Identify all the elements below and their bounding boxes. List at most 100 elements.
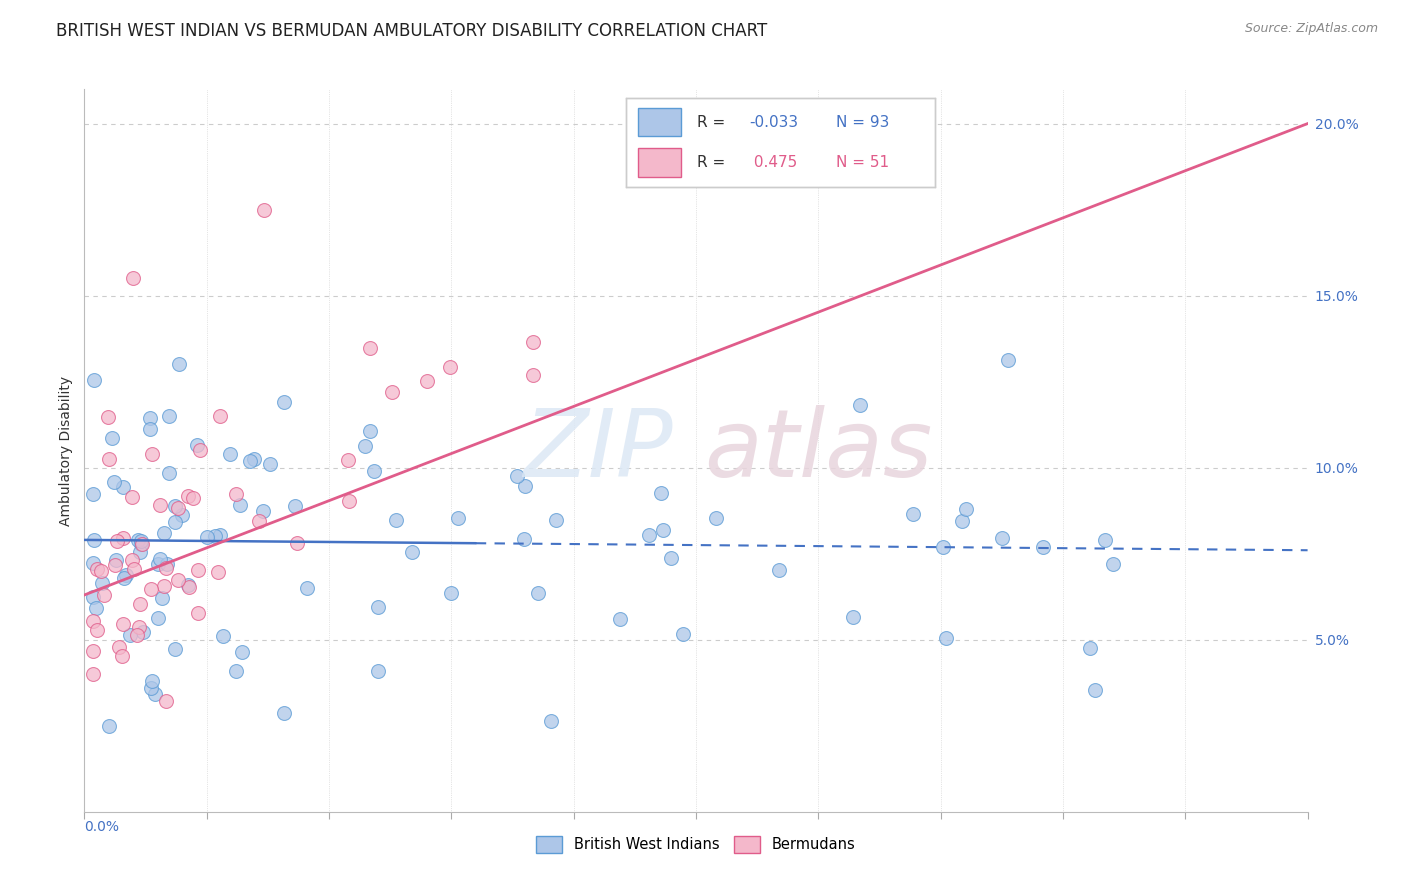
Text: -0.033: -0.033	[749, 115, 799, 129]
Point	[165, 515, 187, 529]
Point	[121, 553, 143, 567]
Point	[650, 485, 672, 500]
Point	[253, 202, 276, 217]
Point	[997, 352, 1019, 367]
Point	[82, 614, 104, 628]
Point	[187, 607, 209, 621]
Point	[522, 334, 544, 349]
Point	[141, 447, 163, 461]
Point	[522, 368, 544, 382]
Point	[115, 568, 138, 582]
Point	[243, 451, 266, 466]
Text: atlas: atlas	[704, 405, 932, 496]
Point	[359, 341, 381, 355]
Point	[337, 494, 360, 508]
Point	[112, 616, 135, 631]
Point	[273, 394, 295, 409]
Point	[167, 573, 190, 587]
Point	[208, 409, 231, 423]
Text: BRITISH WEST INDIAN VS BERMUDAN AMBULATORY DISABILITY CORRELATION CHART: BRITISH WEST INDIAN VS BERMUDAN AMBULATO…	[56, 22, 768, 40]
Point	[111, 648, 134, 663]
Text: N = 51: N = 51	[837, 155, 889, 169]
Point	[82, 487, 104, 501]
Point	[285, 536, 308, 550]
Point	[207, 565, 229, 579]
Point	[1094, 533, 1116, 547]
Point	[252, 504, 274, 518]
Point	[103, 475, 125, 489]
Point	[141, 681, 163, 696]
Point	[768, 563, 790, 577]
Point	[86, 562, 108, 576]
Point	[177, 578, 200, 592]
Point	[359, 425, 381, 439]
Point	[139, 422, 162, 436]
Point	[170, 508, 193, 522]
Point	[190, 443, 212, 458]
Point	[385, 513, 408, 527]
Point	[163, 642, 186, 657]
Point	[131, 537, 153, 551]
Point	[90, 576, 112, 591]
Point	[440, 586, 463, 600]
Point	[225, 487, 247, 501]
Point	[121, 490, 143, 504]
Point	[83, 373, 105, 387]
Point	[122, 561, 145, 575]
Point	[129, 544, 152, 558]
Point	[842, 609, 865, 624]
Point	[84, 601, 107, 615]
Point	[367, 599, 389, 614]
Point	[132, 624, 155, 639]
Point	[527, 586, 550, 600]
Point	[354, 439, 377, 453]
Point	[231, 645, 253, 659]
Point	[82, 590, 104, 604]
Point	[540, 714, 562, 728]
Point	[239, 453, 262, 467]
Point	[153, 579, 176, 593]
Point	[98, 451, 121, 466]
Bar	[638, 148, 682, 177]
Point	[104, 558, 127, 573]
Point	[704, 511, 727, 525]
Point	[138, 411, 160, 425]
Point	[128, 597, 150, 611]
Legend: British West Indians, Bermudans: British West Indians, Bermudans	[530, 830, 862, 859]
Point	[139, 582, 162, 597]
Point	[544, 512, 567, 526]
Point	[247, 514, 270, 528]
Point	[155, 560, 177, 574]
Text: R =: R =	[697, 115, 730, 129]
Point	[166, 500, 188, 515]
Point	[609, 612, 631, 626]
Point	[955, 502, 977, 516]
Bar	[638, 108, 682, 136]
Point	[672, 627, 695, 641]
Point	[336, 453, 359, 467]
Point	[225, 664, 247, 678]
Point	[186, 438, 208, 452]
Point	[212, 629, 235, 643]
Point	[93, 588, 115, 602]
Point	[167, 358, 190, 372]
Point	[148, 551, 170, 566]
Point	[152, 526, 174, 541]
Point	[82, 556, 104, 570]
Text: ZIP: ZIP	[523, 405, 673, 496]
Point	[111, 531, 134, 545]
Point	[149, 499, 172, 513]
Point	[931, 540, 953, 554]
Point	[156, 557, 179, 571]
Point	[177, 489, 200, 503]
Point	[157, 466, 180, 480]
Point	[638, 528, 661, 542]
Point	[112, 571, 135, 585]
Point	[122, 271, 145, 285]
Point	[82, 644, 104, 658]
Point	[401, 545, 423, 559]
Point	[513, 532, 536, 546]
Point	[143, 687, 166, 701]
Point	[97, 410, 120, 425]
Point	[651, 524, 673, 538]
